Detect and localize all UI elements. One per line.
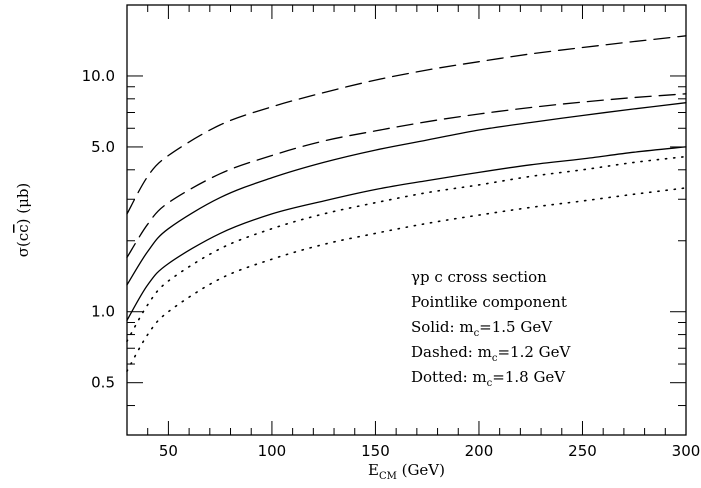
solid-series-line bbox=[126, 146, 687, 321]
dashed-series-line bbox=[126, 35, 687, 215]
y-axis-label-cbar: c bbox=[14, 224, 32, 232]
annotation-line: Dashed: mc=1.2 GeV bbox=[411, 343, 572, 364]
y-axis-label-pre: σ(c bbox=[14, 233, 32, 258]
x-axis-label-main: E bbox=[368, 461, 379, 479]
annotation-text: γp c cross section bbox=[411, 268, 547, 286]
y-tick-label: 0.5 bbox=[91, 374, 115, 392]
annotation-text: Dashed: m bbox=[411, 343, 492, 361]
plot-frame bbox=[126, 4, 687, 436]
annotation-line: Dotted: mc=1.8 GeV bbox=[411, 368, 566, 389]
dotted-series-line bbox=[126, 187, 687, 372]
x-tick-label: 300 bbox=[672, 442, 701, 460]
annotation-text: Solid: m bbox=[411, 318, 474, 336]
y-axis-label-post: ) (μb) bbox=[14, 183, 32, 225]
annotation-text: Dotted: m bbox=[411, 368, 487, 386]
x-axis-label-sub: CM bbox=[379, 471, 397, 482]
annotation-subscript: c bbox=[492, 353, 498, 364]
dashed-series-line bbox=[126, 93, 687, 259]
annotation-line: γp c cross section bbox=[411, 268, 547, 286]
x-tick-label: 150 bbox=[361, 442, 390, 460]
tick-labels: 50 100 150 200 250 300 0.5 1.0 5.0 10.0 bbox=[82, 67, 701, 460]
annotation-line: Solid: mc=1.5 GeV bbox=[411, 318, 553, 339]
annotation-block: γp c cross section Pointlike component Sol… bbox=[411, 268, 572, 389]
x-axis-label-unit: (GeV) bbox=[397, 461, 445, 479]
tick-marks bbox=[126, 4, 687, 436]
x-tick-label: 250 bbox=[568, 442, 597, 460]
annotation-rest: =1.2 GeV bbox=[497, 343, 571, 361]
x-tick-label: 100 bbox=[258, 442, 287, 460]
x-tick-label: 200 bbox=[465, 442, 494, 460]
y-tick-label: 10.0 bbox=[82, 67, 115, 85]
annotation-subscript: c bbox=[487, 378, 493, 389]
annotation-line: Pointlike component bbox=[411, 293, 567, 311]
y-axis-label: σ(cc) (μb) bbox=[14, 183, 32, 258]
x-tick-label: 50 bbox=[159, 442, 178, 460]
dotted-series-line bbox=[126, 155, 687, 342]
annotation-text: Pointlike component bbox=[411, 293, 567, 311]
series-group bbox=[126, 35, 687, 372]
y-tick-label: 1.0 bbox=[91, 303, 115, 321]
solid-series-line bbox=[126, 102, 687, 286]
annotation-rest: =1.5 GeV bbox=[479, 318, 553, 336]
y-tick-label: 5.0 bbox=[91, 138, 115, 156]
annotation-rest: =1.8 GeV bbox=[492, 368, 566, 386]
annotation-subscript: c bbox=[474, 328, 480, 339]
x-axis-label: ECM (GeV) bbox=[368, 461, 445, 482]
